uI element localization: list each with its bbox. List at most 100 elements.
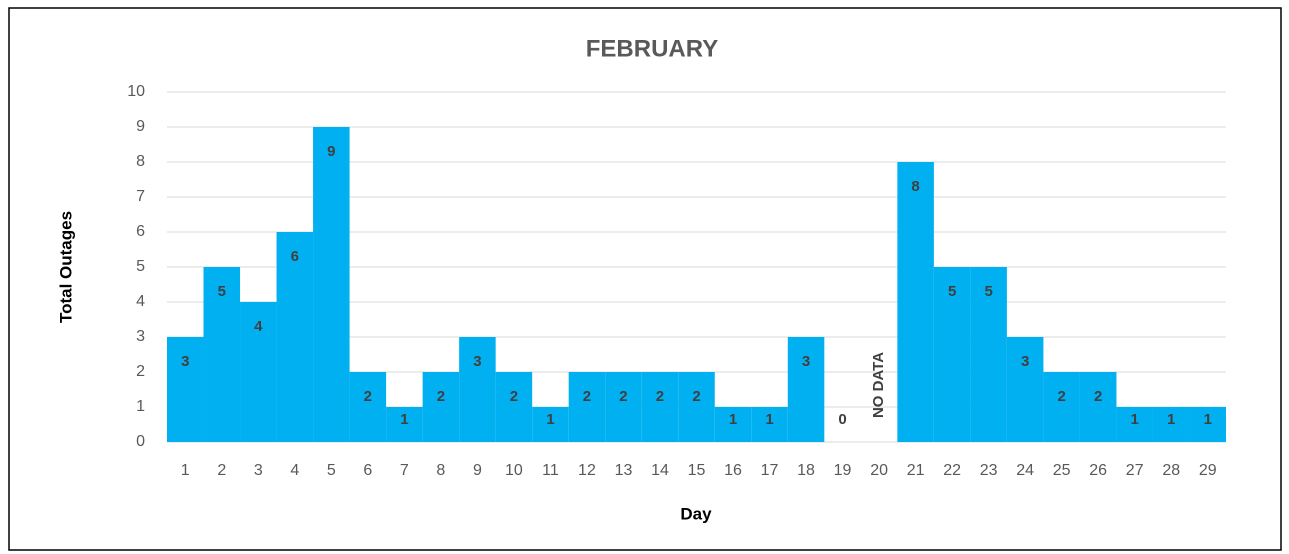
bar [240,302,277,442]
x-tick-label: 5 [327,462,336,479]
data-label: 3 [1021,353,1029,370]
data-label: 5 [984,283,992,300]
y-tick-label: 7 [136,188,145,205]
data-label: 1 [1167,411,1175,428]
x-tick-label: 11 [542,462,559,479]
bar [787,337,825,442]
y-axis-label: Total Outages [56,211,75,323]
x-tick-label: 19 [834,462,852,479]
data-label: 3 [181,353,189,370]
x-tick-label: 26 [1089,462,1107,479]
bar [605,372,642,442]
data-label: 2 [583,388,591,405]
x-tick-label: 13 [615,462,633,479]
x-tick-label: 22 [943,462,961,479]
bar [167,337,204,442]
x-tick-label: 18 [797,462,815,479]
y-tick-label: 2 [136,363,145,380]
x-tick-label: 2 [217,462,226,479]
x-tick-label: 9 [473,462,482,479]
x-tick-label: 25 [1053,462,1071,479]
bar [641,372,679,442]
bar [1152,407,1190,442]
x-tick-label: 23 [980,462,998,479]
x-tick-label: 1 [181,462,190,479]
data-label: 1 [546,411,554,428]
x-tick-label: 24 [1016,462,1034,479]
data-label: 2 [692,388,700,405]
data-label: 1 [1131,411,1139,428]
data-label: 3 [802,353,810,370]
x-tick-label: 21 [907,462,925,479]
bar [751,407,788,442]
x-tick-label: 14 [651,462,669,479]
bar [459,337,496,442]
bar [532,407,569,442]
y-tick-label: 8 [136,153,145,170]
x-tick-label: 7 [400,462,409,479]
data-label: 2 [619,388,627,405]
data-label: 1 [1204,411,1212,428]
x-tick-label: 12 [578,462,596,479]
x-tick-label: 20 [870,462,888,479]
bar [276,232,314,442]
data-label: 1 [729,411,737,428]
x-tick-label: 29 [1199,462,1217,479]
data-label: 2 [656,388,664,405]
x-tick-label: 15 [688,462,706,479]
y-tick-label: 6 [136,223,145,240]
bar [203,267,241,442]
data-label: 1 [400,411,408,428]
data-label: 2 [1058,388,1066,405]
bar [568,372,606,442]
x-tick-label: 4 [290,462,299,479]
y-tick-label: 0 [136,433,145,450]
chart-border [8,7,1282,551]
bar [1079,372,1117,442]
x-tick-label: 27 [1126,462,1144,479]
bar [349,372,387,442]
x-tick-label: 3 [254,462,263,479]
bar [1189,407,1226,442]
bar [714,407,752,442]
y-tick-label: 1 [136,398,145,415]
bar [678,372,715,442]
x-tick-label: 17 [761,462,779,479]
bar [495,372,533,442]
x-tick-label: 6 [363,462,372,479]
x-tick-label: 28 [1162,462,1180,479]
chart-title: FEBRUARY [586,35,718,62]
x-tick-label: 10 [505,462,523,479]
data-label: 4 [254,318,263,335]
y-tick-label: 3 [136,328,145,345]
bar [897,162,934,442]
data-label: 2 [510,388,518,405]
data-label: 2 [364,388,372,405]
bar [386,407,423,442]
bar [970,267,1007,442]
data-label: 8 [911,178,919,195]
data-label: 2 [437,388,445,405]
x-tick-label: 16 [724,462,742,479]
bar [933,267,971,442]
data-label: 5 [218,283,226,300]
y-tick-label: 5 [136,258,145,275]
x-axis-label: Day [680,504,712,523]
data-label: 2 [1094,388,1102,405]
y-tick-label: 9 [136,118,145,135]
data-label: 3 [473,353,481,370]
data-label: 0 [838,411,846,428]
bar [1006,337,1044,442]
y-tick-label: 10 [127,83,145,100]
bar [313,127,350,442]
data-label: 5 [948,283,956,300]
bar [1043,372,1080,442]
data-label: 1 [765,411,773,428]
y-tick-label: 4 [136,293,145,310]
x-tick-label: 8 [436,462,445,479]
bar [1116,407,1153,442]
bar [422,372,460,442]
data-label: 9 [327,143,335,160]
